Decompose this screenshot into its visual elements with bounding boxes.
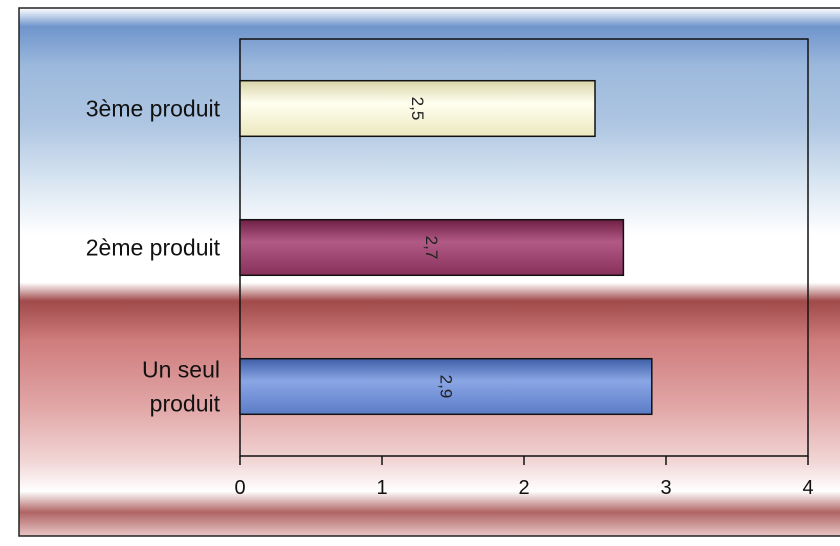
category-label-line: 2ème produit [86,235,221,261]
category-labels: Un seul produit 2ème produit 3ème produit [86,96,221,417]
x-tick-label-4: 4 [802,477,813,499]
bar-2 [239,218,625,277]
bars: 2,9 2,7 2,5 [239,79,653,416]
category-label-line: 3ème produit [86,96,221,122]
category-label-line: Un seul [142,357,220,383]
x-tick-label-2: 2 [518,477,529,499]
bar-value-label-3: 2,5 [408,97,427,121]
bar-value-label-1: 2,9 [436,375,455,399]
x-tick-label-0: 0 [234,477,245,499]
bar-1 [239,357,653,416]
category-label-3: 3ème produit [86,96,221,122]
bar-value-label-2: 2,7 [422,236,441,260]
x-tick-label-3: 3 [660,477,671,499]
category-label-1: Un seul produit [142,357,221,417]
category-label-2: 2ème produit [86,235,221,261]
x-axis: 0 1 2 3 4 [234,456,814,499]
bar-3 [239,79,596,138]
category-label-line: produit [150,391,221,417]
chart-border [18,7,840,537]
x-tick-label-1: 1 [376,477,387,499]
